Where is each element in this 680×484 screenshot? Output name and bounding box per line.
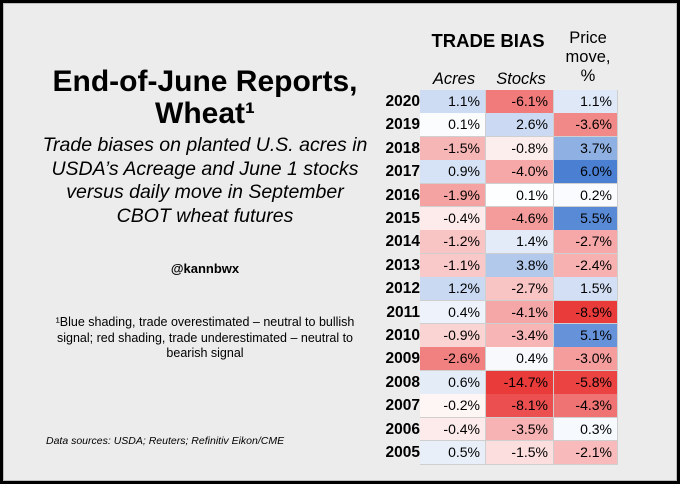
stocks-cell: -1.5% (486, 441, 554, 465)
shading-footnote: ¹Blue shading, trade overestimated – neu… (55, 315, 355, 360)
price-cell: -3.6% (554, 113, 618, 138)
acres-cell: 0.5% (420, 441, 486, 465)
price-cell: 5.5% (554, 207, 618, 231)
acres-header: Acres (432, 70, 476, 88)
stocks-cell: 0.1% (486, 183, 554, 208)
acres-cell: -0.2% (420, 394, 486, 419)
stocks-header: Stocks (496, 70, 546, 88)
row-year-label: 2008 (385, 373, 420, 391)
page-subtitle: Trade biases on planted U.S. acres in US… (42, 134, 368, 227)
acres-cell: -1.1% (420, 253, 486, 278)
price-cell: 1.5% (554, 277, 618, 302)
infographic-panel: End-of-June Reports, Wheat¹ Trade biases… (3, 3, 677, 481)
trade-bias-table: 2020 1.1% -6.1% 1.1% 2019 0.1% 2.6% -3.6% 2018 -1… (364, 90, 624, 465)
row-year-label: 2013 (385, 256, 420, 274)
price-cell: 5.1% (554, 324, 618, 348)
stocks-cell: -4.6% (486, 207, 554, 231)
acres-cell: -0.4% (420, 207, 486, 231)
row-year-label: 2016 (385, 186, 420, 204)
stocks-cell: -0.8% (486, 136, 554, 161)
row-year-label: 2019 (385, 116, 420, 134)
stocks-cell: 2.6% (486, 113, 554, 138)
stocks-cell: 3.8% (486, 253, 554, 278)
acres-cell: 1.2% (420, 277, 486, 302)
row-year-label: 2011 (386, 303, 420, 321)
author-handle: @kannbwx (170, 261, 240, 276)
acres-cell: 1.1% (420, 90, 486, 114)
price-cell: -3.0% (554, 347, 618, 372)
row-year-label: 2012 (385, 280, 420, 298)
acres-cell: -2.6% (420, 347, 486, 372)
price-cell: -4.3% (554, 394, 618, 419)
acres-cell: -1.9% (420, 183, 486, 208)
page-title: End-of-June Reports, Wheat¹ (52, 65, 358, 130)
stocks-cell: 1.4% (486, 230, 554, 255)
stocks-cell: -4.1% (486, 300, 554, 325)
stocks-cell: -3.5% (486, 417, 554, 442)
row-year-label: 2014 (385, 233, 420, 251)
trade-bias-header: TRADE BIAS (431, 30, 545, 51)
price-cell: -5.8% (554, 370, 618, 395)
stocks-cell: -2.7% (486, 277, 554, 302)
acres-cell: 0.1% (420, 113, 486, 138)
price-cell: 1.1% (554, 90, 618, 114)
price-cell: 6.0% (554, 160, 618, 185)
acres-cell: 0.6% (420, 370, 486, 395)
price-cell: -2.1% (554, 441, 618, 465)
price-cell: -2.4% (554, 253, 618, 278)
price-cell: 0.3% (554, 417, 618, 442)
acres-cell: -1.5% (420, 136, 486, 161)
stocks-cell: -14.7% (486, 370, 554, 395)
price-cell: 0.2% (554, 183, 618, 208)
price-move-header: Price move, % (565, 29, 611, 85)
stocks-cell: -3.4% (486, 324, 554, 348)
stocks-cell: -8.1% (486, 394, 554, 419)
price-cell: 3.7% (554, 136, 618, 161)
row-year-label: 2018 (385, 139, 420, 157)
row-year-label: 2009 (385, 350, 420, 368)
row-year-label: 2006 (385, 420, 420, 438)
stocks-cell: -4.0% (486, 160, 554, 185)
price-cell: -8.9% (554, 300, 618, 325)
acres-cell: -0.9% (420, 324, 486, 348)
acres-cell: -0.4% (420, 417, 486, 442)
stocks-cell: -6.1% (486, 90, 554, 114)
row-year-label: 2005 (385, 444, 420, 461)
stocks-cell: 0.4% (486, 347, 554, 372)
acres-cell: 0.4% (420, 300, 486, 325)
row-year-label: 2017 (385, 163, 420, 181)
acres-cell: -1.2% (420, 230, 486, 255)
row-year-label: 2007 (385, 397, 420, 415)
price-cell: -2.7% (554, 230, 618, 255)
data-sources: Data sources: USDA; Reuters; Refinitiv E… (46, 435, 285, 447)
row-year-label: 2020 (385, 93, 420, 110)
row-year-label: 2010 (385, 327, 420, 344)
row-year-label: 2015 (385, 210, 420, 227)
acres-cell: 0.9% (420, 160, 486, 185)
